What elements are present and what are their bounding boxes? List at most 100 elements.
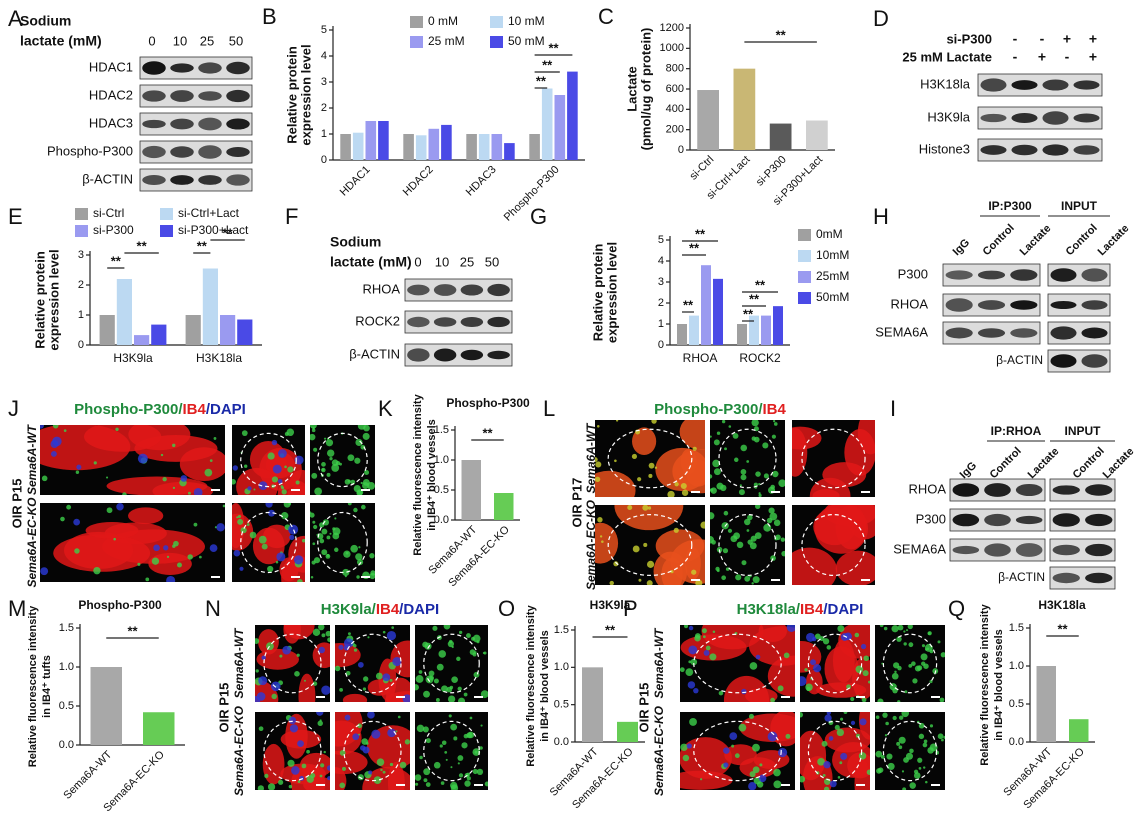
signal [329,532,332,535]
blot-header: lactate (mM) [20,33,102,49]
signal [902,787,907,790]
y-axis-label: (pmol/ug of protein) [638,28,653,151]
blot-band [1042,144,1069,156]
vessel [679,420,705,450]
image-title: H3K18la/IB4/DAPI [737,601,864,618]
signal [863,655,870,662]
signal [432,625,438,631]
signal [281,511,289,520]
nucleus [277,479,283,484]
signal [311,472,318,479]
nucleus [232,465,238,471]
signal [369,553,375,559]
signal [744,518,751,526]
signal [917,757,923,763]
sig-label: ** [548,40,559,55]
signal [275,560,279,564]
y-tick-label: 3 [78,249,84,261]
blot-strip [1047,293,1111,317]
lane-label: Lactate [1018,222,1054,258]
signal [450,723,458,731]
blot-band [1073,145,1100,155]
signal [597,517,603,523]
row-label: Sema6A-EC-KO [584,499,598,590]
blot-strip [977,106,1103,130]
title-part: DAPI [403,601,439,618]
blot-band [980,113,1007,123]
nucleus [778,747,788,758]
outline [718,513,777,576]
condition-sign: - [1040,31,1045,47]
scale-bar [691,491,700,493]
y-axis-label: Relative fluorescence intensity [979,603,991,765]
signal [875,750,883,758]
nucleus [180,475,188,482]
legend-label: 0 mM [428,14,458,28]
sig-label: ** [536,73,547,88]
signal [877,767,884,773]
signal [473,671,480,678]
signal [749,662,758,670]
lane-label: 25 [460,254,474,269]
signal [905,629,909,632]
bar [378,121,389,160]
nucleus [255,695,261,702]
signal [674,482,679,487]
signal [595,461,602,468]
nucleus [748,782,757,790]
signal [404,739,410,745]
signal [884,734,888,737]
scale-bar [291,489,300,491]
y-axis-label: in IB4⁺ blood vessels [426,419,438,531]
signal [423,690,430,698]
signal [321,549,328,556]
nucleus [741,688,747,695]
signal [424,642,432,650]
signal [357,559,364,566]
micrograph-content [800,625,870,702]
signal [106,507,113,514]
legend-swatch [160,225,173,237]
signal [912,678,918,684]
vessel [661,557,683,585]
outline [343,720,402,782]
signal [317,720,323,727]
blot-band [407,348,430,362]
panel-letter: Q [948,596,965,621]
signal [746,529,750,532]
legend-label: 10 mM [508,14,545,28]
y-tick-label: 1 [78,309,84,321]
vessel [701,625,764,650]
blot-band [952,545,980,555]
nucleus [209,544,218,552]
signal [939,697,945,702]
signal [770,697,776,702]
signal [738,723,747,732]
blot-band [170,63,194,73]
signal [253,488,256,491]
y-tick-label: 2 [78,279,84,291]
signal [850,696,855,702]
scale-bar [861,491,870,493]
y-tick-label: 2 [321,102,327,114]
nucleus [265,503,273,508]
signal [739,484,742,487]
lane-label: 25 [200,33,214,48]
signal [332,532,340,540]
title-part: Phospho-P300 [74,401,178,418]
blot-band [433,348,457,362]
signal [321,633,326,638]
bar [441,124,452,160]
signal [312,520,316,524]
signal [310,425,317,429]
micrograph-content [335,712,410,790]
blot-header: lactate (mM) [330,254,412,270]
signal [667,490,675,497]
signal [740,474,747,481]
bar [697,90,719,150]
vessel [739,713,795,742]
nucleus [271,439,278,446]
row-label: β-ACTIN [349,346,400,361]
y-tick-label: 0.0 [59,739,74,751]
blot-band [977,270,1006,280]
